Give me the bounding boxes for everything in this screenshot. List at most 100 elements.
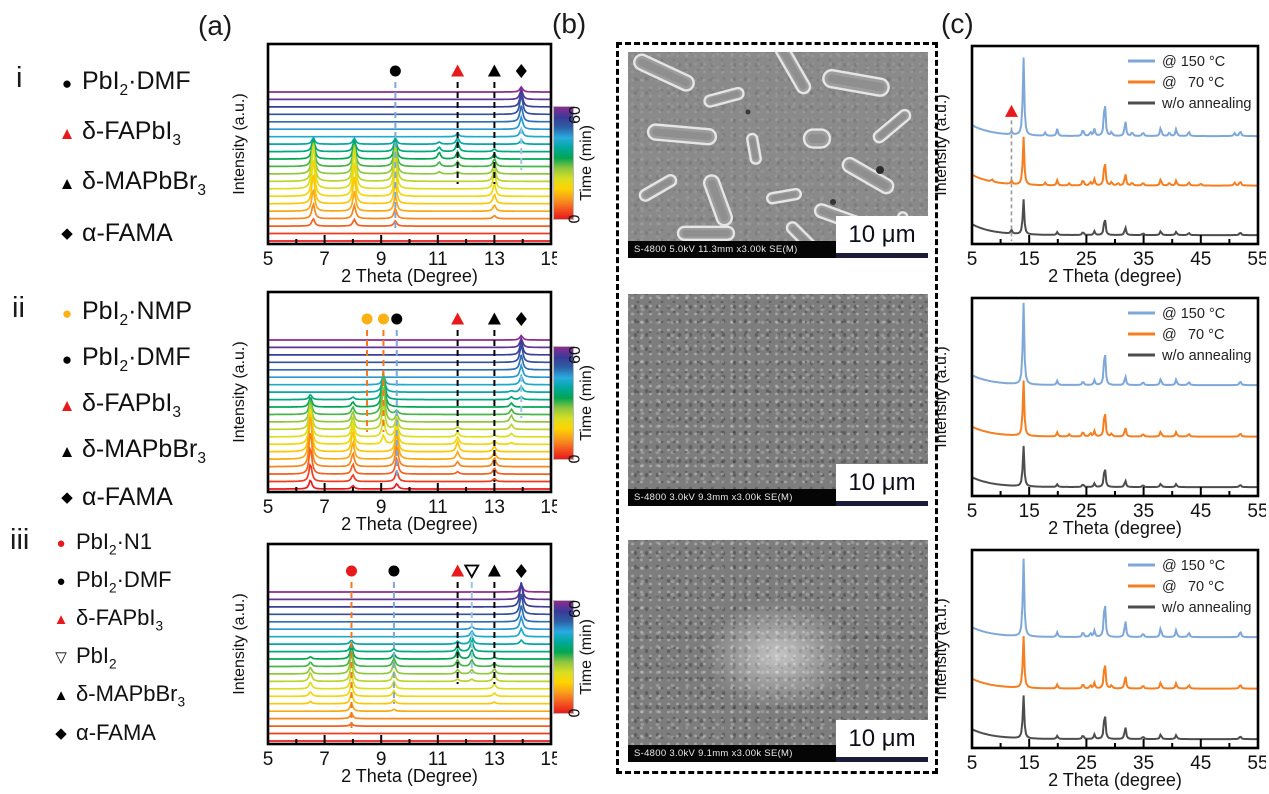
sem-scale-box: 10 μm: [836, 464, 928, 506]
svg-text:w/o annealing: w/o annealing: [1161, 96, 1252, 112]
svg-text:@ 70 °C: @ 70 °C: [1162, 75, 1224, 91]
colorbar-title: Time (min): [577, 619, 595, 695]
svg-text:11: 11: [428, 249, 448, 270]
svg-text:Intensity (a.u.): Intensity (a.u.): [934, 346, 950, 447]
triangle-up-marker-icon: ▲: [53, 610, 69, 628]
row-label-i: i: [16, 62, 23, 94]
svg-text:@ 70 °C: @ 70 °C: [1162, 579, 1224, 595]
svg-text:15: 15: [1019, 501, 1040, 522]
svg-text:5: 5: [263, 497, 274, 518]
legend-item: ● PbI2·NMP: [52, 290, 206, 336]
svg-text:13: 13: [484, 497, 505, 518]
legend-item-label: δ-FAPbI3: [76, 604, 164, 634]
colorbar-min-label: 0: [566, 708, 584, 718]
colorbar-ii: 60 Time (min) 0: [553, 338, 615, 474]
legend-item-label: δ-MAPbBr3: [82, 166, 206, 199]
svg-text:w/o annealing: w/o annealing: [1161, 348, 1252, 364]
svg-text:2 Theta (Degree): 2 Theta (Degree): [341, 766, 478, 786]
svg-text:9: 9: [376, 749, 387, 770]
legend-item-label: δ-FAPbI3: [82, 116, 181, 149]
diamond-marker-icon: ◆: [55, 724, 67, 742]
legend-item: ◆ α-FAMA: [52, 474, 206, 520]
triangle-up-marker-icon: ▲: [58, 173, 76, 193]
sem-caption-bar: S-4800 3.0kV 9.1mm x3.00k SE(M): [628, 745, 846, 762]
row-label-iii: iii: [10, 524, 30, 556]
legend-item-label: PbI2·NMP: [82, 296, 193, 329]
svg-text:Intensity (a.u.): Intensity (a.u.): [934, 598, 950, 699]
colorbar-i: 60 Time (min) 0: [553, 98, 615, 234]
sem-scale-box: 10 μm: [836, 720, 928, 762]
diamond-marker-icon: ◆: [61, 488, 73, 506]
legend-item-label: δ-FAPbI3: [82, 388, 181, 421]
legend-item: ▲ δ-MAPbBr3: [46, 676, 186, 714]
svg-text:55: 55: [1247, 501, 1266, 522]
svg-text:7: 7: [319, 249, 330, 270]
legend-item: ● PbI2·N1: [46, 524, 185, 562]
legend-item-label: PbI2·DMF: [82, 66, 191, 99]
svg-text:15: 15: [1019, 249, 1040, 270]
colorbar-max-label: 60: [566, 346, 584, 364]
svg-text:@ 150 °C: @ 150 °C: [1162, 54, 1225, 70]
chart-a-ii: 5 7 9 11 13 15 2 Theta (Degree) Intensity (a.u.…: [232, 290, 557, 534]
svg-text:55: 55: [1247, 249, 1266, 270]
svg-text:45: 45: [1190, 753, 1211, 774]
chart-c-ii: @ 150 °C @ 70 °C w/o annealing 5 15 25 35 45 55 2…: [934, 296, 1266, 538]
row-label-ii: ii: [12, 292, 25, 324]
legend-item: ▲ δ-FAPbI3: [52, 382, 206, 428]
svg-text:5: 5: [263, 249, 274, 270]
svg-text:11: 11: [428, 497, 448, 518]
svg-text:9: 9: [376, 497, 387, 518]
chart-a-iii: 5 7 9 11 13 15 2 Theta (Degree) Intensity (a.u.…: [232, 542, 557, 786]
panel-label-b: (b): [552, 8, 587, 39]
triangle-up-marker-icon: ▲: [58, 123, 76, 143]
sem-caption-text: S-4800 5.0kV 11.3mm x3.00k SE(M): [634, 244, 798, 255]
legend-item-label: PbI2·DMF: [82, 342, 191, 375]
svg-text:Intensity (a.u.): Intensity (a.u.): [934, 94, 950, 195]
panel-label-c: (c): [941, 8, 974, 39]
svg-text:35: 35: [1133, 501, 1154, 522]
sem-caption-bar: S-4800 5.0kV 11.3mm x3.00k SE(M): [628, 241, 862, 258]
svg-text:13: 13: [484, 749, 505, 770]
triangle-down-open-marker-icon: ▽: [55, 648, 67, 666]
triangle-up-marker-icon: ▲: [53, 686, 69, 704]
sem-panel-border: [616, 42, 938, 774]
legend-item-label: PbI2·N1: [76, 528, 153, 558]
svg-text:15: 15: [1019, 753, 1040, 774]
legend-item-label: α-FAMA: [76, 720, 156, 745]
svg-text:Intensity (a.u.): Intensity (a.u.): [232, 341, 248, 442]
chart-c-i: @ 150 °C @ 70 °C w/o annealing 5 15 25 35 45 55 2…: [934, 44, 1266, 286]
svg-text:35: 35: [1133, 753, 1154, 774]
triangle-up-marker-icon: ▲: [58, 441, 76, 461]
svg-text:5: 5: [967, 249, 978, 270]
svg-text:13: 13: [484, 249, 505, 270]
legend-row-ii: ● PbI2·NMP ● PbI2·DMF ▲ δ-FAPbI3 ▲ δ-MAPbBr3 ◆ α-…: [52, 290, 206, 520]
legend-item: ▲ δ-MAPbBr3: [52, 428, 206, 474]
legend-item: ◆ α-FAMA: [52, 208, 206, 258]
circle-marker-icon: ●: [61, 349, 73, 369]
svg-text:15: 15: [540, 497, 557, 518]
svg-text:11: 11: [428, 749, 448, 770]
svg-text:35: 35: [1133, 249, 1154, 270]
legend-item: ▲ δ-FAPbI3: [46, 600, 185, 638]
svg-text:@ 150 °C: @ 150 °C: [1162, 558, 1225, 574]
colorbar-min-label: 0: [566, 214, 584, 224]
svg-text:45: 45: [1190, 501, 1211, 522]
sem-scale-label: 10 μm: [848, 724, 916, 752]
svg-text:2 Theta (degree): 2 Theta (degree): [1048, 266, 1182, 286]
legend-item-label: α-FAMA: [82, 482, 173, 511]
legend-item-label: PbI2: [76, 642, 117, 672]
colorbar-title: Time (min): [577, 365, 595, 441]
colorbar-gradient: [553, 346, 574, 460]
svg-text:9: 9: [376, 249, 387, 270]
sem-scale-label: 10 μm: [848, 468, 916, 496]
svg-text:55: 55: [1247, 753, 1266, 774]
svg-text:@ 150 °C: @ 150 °C: [1162, 306, 1225, 322]
sem-scale-box: 10 μm: [836, 216, 928, 258]
colorbar-max-label: 60: [566, 106, 584, 124]
legend-item: ● PbI2·DMF: [46, 562, 185, 600]
svg-text:w/o annealing: w/o annealing: [1161, 600, 1252, 616]
legend-item: ▲ δ-FAPbI3: [52, 108, 206, 158]
svg-text:2 Theta (Degree): 2 Theta (Degree): [341, 514, 478, 534]
svg-text:45: 45: [1190, 249, 1211, 270]
svg-text:25: 25: [1076, 753, 1097, 774]
